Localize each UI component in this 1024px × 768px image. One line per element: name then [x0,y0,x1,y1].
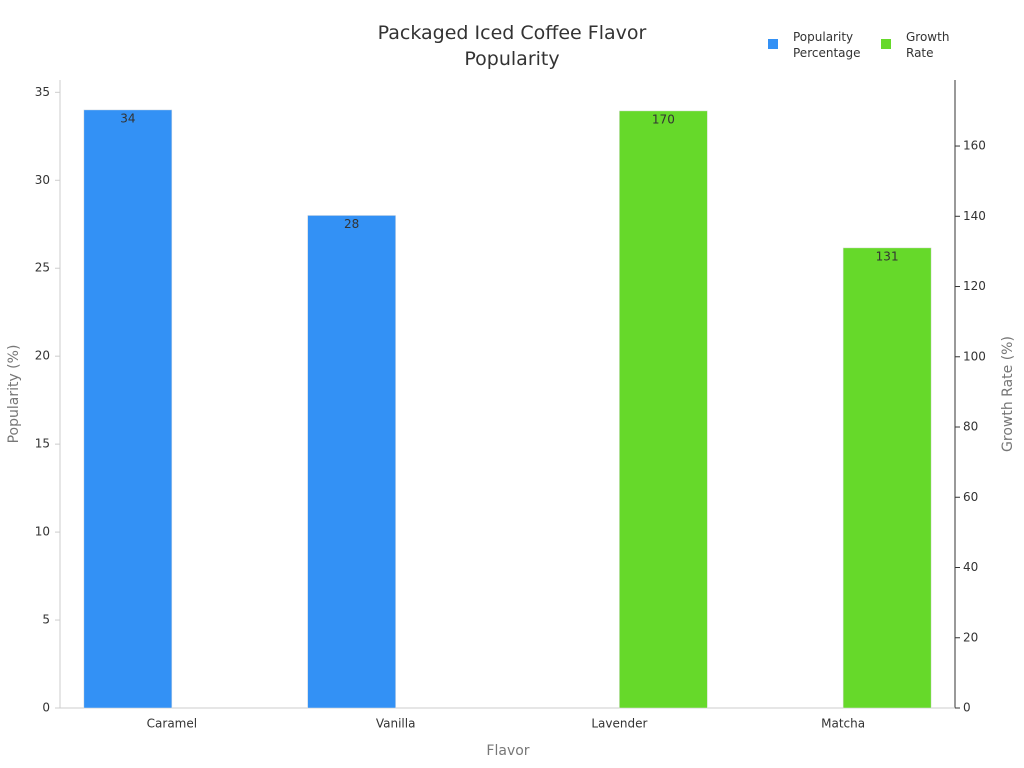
bar [842,247,932,709]
legend-swatch [768,39,778,49]
y-axis-title: Popularity (%) [6,345,22,444]
bar-label: 131 [876,249,899,263]
y-tick-label: 10 [35,525,50,539]
y2-tick-label: 140 [963,209,986,223]
y2-tick-label: 120 [963,279,986,293]
bar [83,109,173,709]
bar-label: 28 [344,217,359,231]
y-tick-label: 25 [35,261,50,275]
bar-label: 170 [652,112,675,126]
y2-tick-label: 80 [963,420,978,434]
y2-tick-label: 0 [963,701,971,715]
x-tick-label: Matcha [821,717,865,731]
x-tick-label: Caramel [147,717,197,731]
y-tick-label: 0 [42,701,50,715]
y2-tick-label: 100 [963,349,986,363]
y2-tick-label: 60 [963,490,978,504]
y-tick-label: 5 [42,613,50,627]
bar-label: 34 [120,111,135,125]
y-tick-label: 30 [35,173,50,187]
x-axis-title: Flavor [486,743,529,759]
bar [619,110,708,709]
y-tick-label: 20 [35,349,50,363]
y2-tick-label: 160 [963,139,986,153]
y2-tick-label: 20 [963,630,978,644]
legend-label: Growth Rate [906,30,949,60]
bar [307,215,396,709]
y2-tick-label: 40 [963,560,978,574]
x-tick-label: Vanilla [376,717,416,731]
x-tick-label: Lavender [591,717,647,731]
legend-swatch [881,39,891,49]
y-tick-label: 35 [35,85,50,99]
chart-title: Packaged Iced Coffee Flavor Popularity [378,22,647,70]
y2-axis-title: Growth Rate (%) [1000,336,1016,452]
y-tick-label: 15 [35,437,50,451]
legend-label: Popularity Percentage [793,30,861,60]
